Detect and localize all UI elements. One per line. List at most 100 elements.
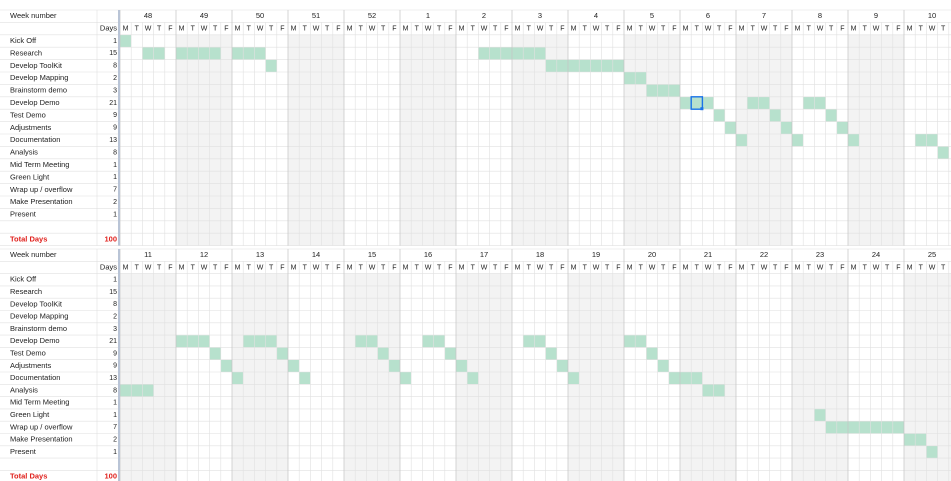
- task-days: 8: [113, 63, 117, 70]
- weekday: F: [168, 264, 172, 271]
- task-cell: [131, 384, 143, 397]
- weekday: F: [392, 25, 396, 32]
- task-name: Green Light: [10, 410, 50, 419]
- task-cell: [512, 47, 524, 60]
- task-days: 15: [109, 289, 117, 296]
- task-cell: [691, 372, 703, 385]
- days-label: Days: [100, 262, 117, 271]
- weekday: W: [369, 264, 376, 271]
- task-cell: [926, 134, 938, 147]
- task-cell: [848, 134, 860, 147]
- task-days: 21: [109, 100, 117, 107]
- days-label: Days: [100, 24, 117, 33]
- task-name: Wrap up / overflow: [10, 185, 73, 194]
- weekday: F: [448, 25, 452, 32]
- task-cell: [668, 372, 680, 385]
- task-cell: [780, 121, 792, 134]
- task-cell: [534, 335, 546, 348]
- weekday: T: [303, 25, 308, 32]
- week-number: 13: [256, 250, 264, 259]
- task-cell: [232, 47, 244, 60]
- weekday: F: [784, 25, 788, 32]
- weekday: T: [661, 264, 666, 271]
- task-cell: [198, 47, 210, 60]
- task-days: 9: [113, 363, 117, 370]
- task-name: Documentation: [10, 373, 60, 382]
- task-cell: [713, 109, 725, 122]
- task-days: 2: [113, 199, 117, 206]
- weekday: W: [873, 25, 880, 32]
- weekday: T: [437, 264, 442, 271]
- header-label: Week number: [10, 11, 57, 20]
- week-shade: [176, 34, 232, 246]
- week-number: 9: [874, 11, 878, 20]
- task-cell: [523, 335, 535, 348]
- weekday: W: [537, 25, 544, 32]
- week-number: 12: [200, 250, 208, 259]
- task-cell: [646, 84, 658, 97]
- weekday: T: [359, 25, 364, 32]
- week-number: 5: [650, 11, 654, 20]
- weekday: T: [471, 25, 476, 32]
- weekday: T: [863, 264, 868, 271]
- task-days: 9: [113, 350, 117, 357]
- task-cell: [377, 347, 389, 360]
- week-number: 1: [426, 11, 430, 20]
- task-cell: [657, 359, 669, 372]
- task-cell: [747, 96, 759, 110]
- task-cell: [243, 335, 255, 348]
- weekday: T: [807, 264, 812, 271]
- weekday: F: [392, 264, 396, 271]
- weekday: W: [929, 25, 936, 32]
- task-name: Documentation: [10, 135, 60, 144]
- task-cell: [590, 59, 602, 72]
- weekday: T: [527, 264, 532, 271]
- weekday: W: [201, 25, 208, 32]
- task-cell: [881, 421, 893, 434]
- task-cell: [209, 47, 221, 60]
- task-cell: [803, 96, 815, 110]
- week-number: 25: [928, 250, 936, 259]
- weekday: M: [459, 264, 465, 271]
- weekday: T: [325, 264, 330, 271]
- weekday: F: [336, 25, 340, 32]
- task-cell: [904, 433, 916, 446]
- task-days: 7: [113, 424, 117, 431]
- weekday: T: [359, 264, 364, 271]
- week-number: 2: [482, 11, 486, 20]
- task-cell: [444, 347, 456, 360]
- task-cell: [276, 347, 288, 360]
- weekday: M: [515, 264, 521, 271]
- weekday: F: [728, 264, 732, 271]
- weekday: T: [751, 264, 756, 271]
- weekday: M: [123, 25, 129, 32]
- task-cell: [355, 335, 367, 348]
- task-days: 1: [113, 174, 117, 181]
- weekday: T: [717, 25, 722, 32]
- task-cell: [556, 359, 568, 372]
- weekday: M: [347, 264, 353, 271]
- task-name: Analysis: [10, 148, 38, 157]
- task-name: Research: [10, 287, 42, 296]
- week-number: 10: [928, 11, 936, 20]
- weekday: M: [291, 264, 297, 271]
- task-cell: [176, 47, 188, 60]
- weekday: W: [313, 25, 320, 32]
- weekday: T: [695, 264, 700, 271]
- task-cell: [265, 335, 277, 348]
- task-name: Research: [10, 48, 42, 57]
- task-cell: [646, 347, 658, 360]
- weekday: T: [919, 25, 924, 32]
- task-name: Wrap up / overflow: [10, 422, 73, 431]
- task-days: 8: [113, 301, 117, 308]
- task-days: 9: [113, 125, 117, 132]
- task-cell: [848, 421, 860, 434]
- task-cell: [635, 335, 647, 348]
- weekday: W: [649, 264, 656, 271]
- week-shade: [120, 273, 176, 481]
- task-name: Test Demo: [10, 110, 46, 119]
- week-number: 50: [256, 11, 264, 20]
- weekday: W: [481, 264, 488, 271]
- task-cell: [433, 335, 445, 348]
